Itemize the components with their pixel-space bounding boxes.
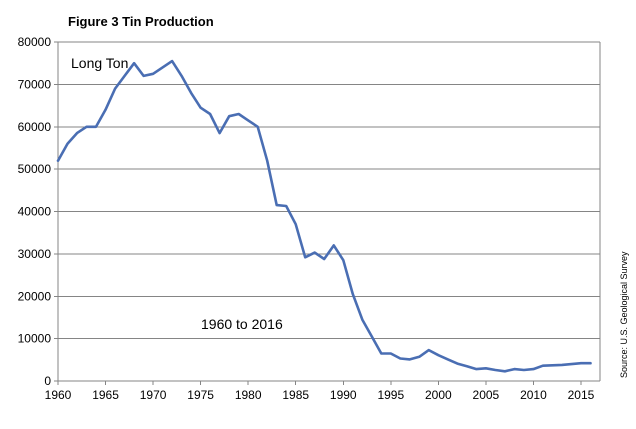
axes <box>54 41 601 385</box>
source-note: Source: U.S. Geological Survey <box>619 251 629 378</box>
x-tick-label: 1960 <box>45 388 72 402</box>
y-tick-label: 70000 <box>18 77 52 91</box>
chart-title: Figure 3 Tin Production <box>68 14 214 29</box>
tin-production-series-line <box>56 59 592 373</box>
y-tick-label: 40000 <box>18 205 52 219</box>
y-tick-label: 0 <box>44 374 51 388</box>
y-tick-label: 60000 <box>18 120 52 134</box>
gridlines <box>58 41 600 340</box>
x-tick-label: 2010 <box>520 388 547 402</box>
x-tick-label: 1970 <box>140 388 167 402</box>
x-tick-label: 1975 <box>187 388 214 402</box>
y-tick-label: 10000 <box>18 332 52 346</box>
x-tick-label: 1980 <box>235 388 262 402</box>
y-tick-label: 80000 <box>18 35 52 49</box>
unit-annotation: Long Ton <box>71 55 128 71</box>
y-tick-label: 20000 <box>18 289 52 303</box>
y-tick-label: 30000 <box>18 247 52 261</box>
data-points <box>57 61 591 372</box>
range-annotation: 1960 to 2016 <box>201 316 283 332</box>
x-tick-label: 2005 <box>473 388 500 402</box>
x-tick-label: 1990 <box>330 388 357 402</box>
x-tick-label: 1965 <box>92 388 119 402</box>
x-tick-label: 1995 <box>377 388 404 402</box>
x-axis-tick-labels: 1960 1965 1970 1975 1980 1985 1990 1995 2000 2005… <box>45 388 595 402</box>
x-tick-label: 2000 <box>425 388 452 402</box>
y-tick-label: 50000 <box>18 162 52 176</box>
x-tick-label: 2015 <box>568 388 595 402</box>
y-axis-tick-labels: 0 10000 20000 30000 40000 50000 60000 70000 8000… <box>18 35 52 388</box>
x-tick-label: 1985 <box>282 388 309 402</box>
